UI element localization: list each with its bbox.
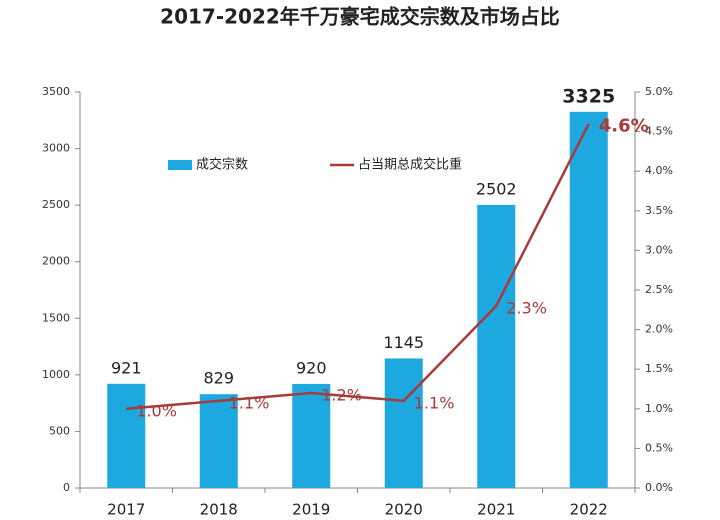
x-tick-label: 2021: [477, 501, 515, 519]
legend-swatch: [168, 160, 192, 170]
bar-value-label: 1145: [383, 333, 424, 352]
x-tick-label: 2017: [107, 501, 145, 519]
line-value-label: 1.0%: [136, 401, 177, 420]
y-tick-label: 500: [49, 424, 70, 437]
bar: [569, 111, 608, 489]
x-tick-label: 2020: [385, 501, 423, 519]
y2-tick-label: 4.0%: [645, 164, 673, 177]
y-tick-label: 1500: [42, 311, 70, 324]
bar-value-label: 921: [111, 358, 142, 377]
line-value-label: 1.1%: [229, 393, 270, 412]
bar: [199, 394, 238, 488]
line-value-label: 1.2%: [321, 385, 362, 404]
bar: [107, 383, 146, 488]
y2-tick-label: 3.5%: [645, 204, 673, 217]
line-value-label: 1.1%: [414, 393, 455, 412]
y2-tick-label: 4.5%: [645, 125, 673, 138]
y-tick-label: 3000: [42, 142, 70, 155]
line: [126, 123, 590, 411]
y2-tick-label: 2.5%: [645, 283, 673, 296]
bar: [477, 204, 516, 488]
bar-value-label: 920: [296, 358, 327, 377]
y-tick-label: 2000: [42, 255, 70, 268]
y2-tick-label: 3.0%: [645, 243, 673, 256]
legend-label: 占当期总成交比重: [358, 157, 462, 173]
y2-tick-label: 0.5%: [645, 441, 673, 454]
y-tick-label: 3500: [42, 85, 70, 98]
bar: [384, 358, 423, 488]
x-tick-label: 2022: [570, 501, 608, 519]
x-tick-label: 2019: [292, 501, 330, 519]
bar-value-label: 829: [203, 369, 234, 388]
bar: [292, 383, 331, 488]
line-value-label: 4.6%: [599, 116, 649, 137]
bar-value-label: 2502: [476, 179, 517, 198]
y-tick-label: 2500: [42, 198, 70, 211]
bar-value-label: 3325: [562, 85, 615, 107]
y-tick-label: 0: [63, 481, 70, 494]
legend-label: 成交宗数: [196, 157, 248, 173]
line-value-label: 2.3%: [506, 298, 547, 317]
y2-tick-label: 0.0%: [645, 481, 673, 494]
y2-tick-label: 1.5%: [645, 362, 673, 375]
y2-tick-label: 2.0%: [645, 323, 673, 336]
x-tick-label: 2018: [200, 501, 238, 519]
y2-tick-label: 5.0%: [645, 85, 673, 98]
chart-title: 2017-2022年千万豪宅成交宗数及市场占比: [160, 5, 560, 29]
y2-tick-label: 1.0%: [645, 402, 673, 415]
y-tick-label: 1000: [42, 368, 70, 381]
